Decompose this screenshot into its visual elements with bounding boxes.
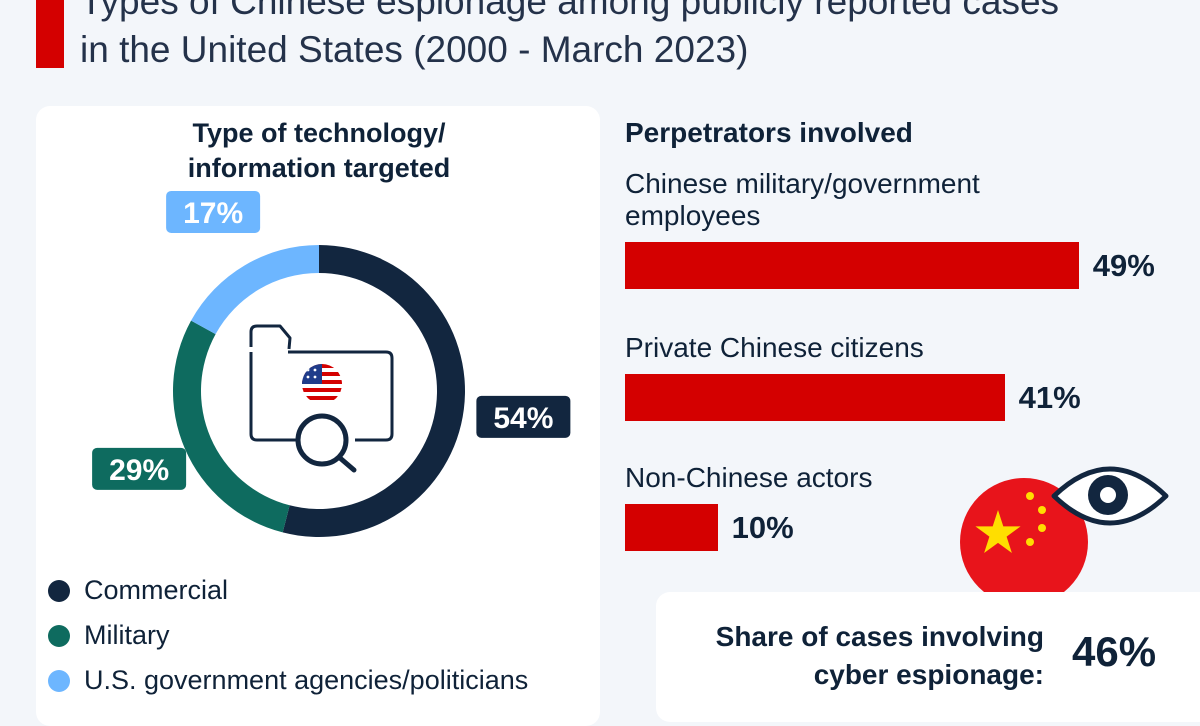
title-accent-bar bbox=[36, 0, 64, 68]
donut-value-label-military: 29% bbox=[92, 447, 187, 490]
legend-swatch-military bbox=[48, 624, 70, 647]
perpetrator-bar-row: 10% bbox=[625, 504, 872, 551]
legend-label-military: Military bbox=[84, 620, 170, 650]
donut-slice-commercial bbox=[282, 245, 466, 537]
perpetrator-value: 49% bbox=[1092, 247, 1155, 283]
perpetrator-row-non-chinese: Non-Chinese actors 10% bbox=[625, 462, 872, 551]
donut-legend: Commercial Military U.S. government agen… bbox=[48, 568, 528, 703]
perpetrator-bar bbox=[625, 374, 1005, 421]
perpetrator-label: Private Chinese citizens bbox=[625, 332, 1081, 364]
perpetrator-bar bbox=[625, 242, 1079, 289]
svg-text:17%: 17% bbox=[183, 197, 243, 230]
donut-title-line-1: Type of technology/ bbox=[192, 118, 446, 148]
donut-value-label-commercial: 54% bbox=[476, 395, 571, 438]
legend-swatch-commercial bbox=[48, 579, 70, 602]
us-flag-icon bbox=[302, 364, 342, 404]
title-line-1: Types of Chinese espionage among publicl… bbox=[80, 0, 1060, 22]
legend-item-military: Military bbox=[48, 613, 528, 658]
legend-label-commercial: Commercial bbox=[84, 575, 229, 605]
perpetrator-label-line-1: Non-Chinese actors bbox=[625, 462, 873, 493]
cyber-share-label-line-1: Share of cases involving bbox=[715, 621, 1044, 652]
donut-chart-title: Type of technology/ information targeted bbox=[0, 116, 638, 186]
donut-slice-government bbox=[191, 245, 319, 335]
legend-swatch-government bbox=[48, 669, 70, 692]
perpetrator-value: 41% bbox=[1018, 379, 1081, 415]
perpetrator-label-line-1: Private Chinese citizens bbox=[625, 332, 924, 363]
title-line-2: in the United States (2000 - March 2023) bbox=[80, 29, 749, 70]
cyber-share-label-line-2: cyber espionage: bbox=[813, 659, 1044, 690]
legend-label-government: U.S. government agencies/politicians bbox=[84, 665, 529, 695]
perpetrator-label: Non-Chinese actors bbox=[625, 462, 872, 494]
perpetrator-row-private-citizens: Private Chinese citizens 41% bbox=[625, 332, 1081, 421]
perpetrator-bar bbox=[625, 504, 718, 551]
perpetrator-row-military-government: Chinese military/government employees 49… bbox=[625, 168, 1155, 289]
svg-text:54%: 54% bbox=[493, 402, 553, 435]
perpetrator-label-line-2: employees bbox=[625, 200, 761, 231]
legend-item-government: U.S. government agencies/politicians bbox=[48, 658, 528, 703]
eye-icon bbox=[1051, 466, 1169, 526]
donut-title-line-2: information targeted bbox=[187, 153, 451, 183]
page-title: Types of Chinese espionage among publicl… bbox=[80, 0, 1180, 74]
donut-value-label-government: 17% bbox=[166, 190, 261, 233]
perpetrator-bar-row: 49% bbox=[625, 242, 1155, 289]
cyber-share-card bbox=[656, 592, 1200, 722]
folder-icon bbox=[249, 324, 394, 442]
perpetrator-bar-row: 41% bbox=[625, 374, 1081, 421]
donut-slice-military bbox=[173, 320, 290, 533]
cyber-share-label: Share of cases involving cyber espionage… bbox=[662, 618, 1044, 694]
china-flag-icon bbox=[960, 478, 1088, 606]
perpetrators-title: Perpetrators involved bbox=[625, 117, 913, 148]
magnifier-icon bbox=[295, 413, 357, 473]
legend-item-commercial: Commercial bbox=[48, 568, 528, 613]
cyber-share-value: 46% bbox=[1072, 628, 1157, 675]
perpetrator-value: 10% bbox=[731, 509, 794, 545]
svg-text:29%: 29% bbox=[109, 454, 169, 487]
donut-chart: 54% 29% 17% bbox=[92, 190, 571, 537]
perpetrator-label: Chinese military/government employees bbox=[625, 168, 1155, 232]
perpetrator-label-line-1: Chinese military/government bbox=[625, 168, 980, 199]
